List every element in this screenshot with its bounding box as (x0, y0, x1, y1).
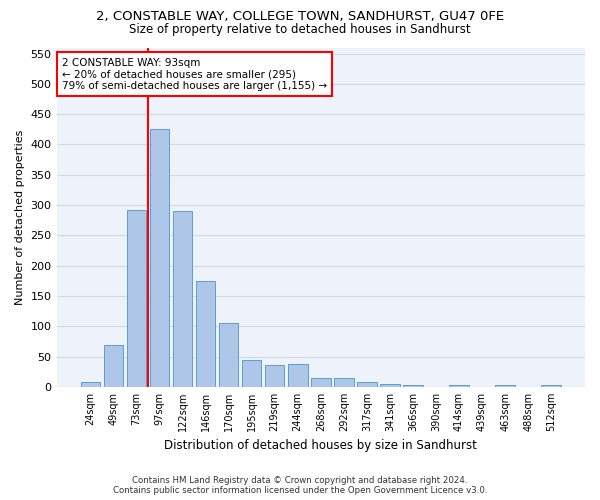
Bar (334, 378, 353, 387)
Text: 2 CONSTABLE WAY: 93sqm
← 20% of detached houses are smaller (295)
79% of semi-de: 2 CONSTABLE WAY: 93sqm ← 20% of detached… (62, 58, 327, 91)
Bar (80, 382, 100, 387)
Bar (380, 384, 400, 387)
Bar (242, 360, 262, 387)
Bar (496, 384, 515, 387)
Bar (219, 324, 238, 387)
Bar (127, 210, 146, 387)
Text: 2, CONSTABLE WAY, COLLEGE TOWN, SANDHURST, GU47 0FE: 2, CONSTABLE WAY, COLLEGE TOWN, SANDHURS… (96, 10, 504, 23)
Text: Contains HM Land Registry data © Crown copyright and database right 2024.
Contai: Contains HM Land Registry data © Crown c… (113, 476, 487, 495)
Bar (288, 364, 308, 387)
Bar (357, 382, 377, 387)
Bar (104, 344, 123, 387)
Y-axis label: Number of detached properties: Number of detached properties (15, 130, 25, 305)
X-axis label: Distribution of detached houses by size in Sandhurst: Distribution of detached houses by size … (164, 440, 477, 452)
Bar (149, 130, 169, 387)
Bar (403, 385, 423, 387)
Bar (311, 378, 331, 387)
Bar (196, 281, 215, 387)
Bar (265, 364, 284, 387)
Text: Size of property relative to detached houses in Sandhurst: Size of property relative to detached ho… (129, 22, 471, 36)
Bar (541, 385, 561, 387)
Bar (173, 211, 193, 387)
Bar (449, 384, 469, 387)
